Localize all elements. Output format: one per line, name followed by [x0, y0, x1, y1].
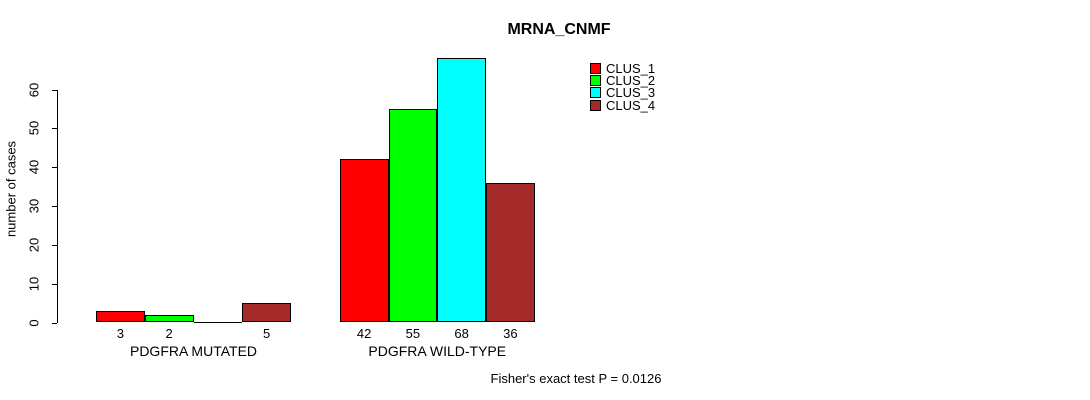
y-tick-label: 40 [26, 159, 42, 175]
legend-swatch [590, 87, 601, 99]
bar-clus_1-group2 [339, 159, 389, 323]
bar-value-label: 36 [503, 326, 518, 341]
y-tick-label: 60 [26, 82, 42, 97]
bar-value-label: 3 [116, 326, 124, 341]
bar-value-label: 5 [263, 326, 271, 341]
bar-value-label: 2 [165, 326, 173, 341]
y-axis-label: number of cases [3, 140, 19, 238]
bar-clus_4-group2 [486, 182, 535, 323]
bar-value-label: 55 [405, 326, 421, 341]
y-tick-label: 30 [26, 198, 42, 214]
y-axis-tick [51, 283, 57, 285]
legend-label: CLUS_2 [606, 73, 656, 89]
bar-value-label: 68 [454, 326, 469, 341]
legend-swatch [590, 75, 601, 87]
y-tick-label: 50 [26, 121, 42, 136]
legend-label: CLUS_3 [606, 85, 656, 101]
bar-clus_4-group1 [242, 303, 291, 323]
y-axis-tick [51, 244, 57, 246]
chart-title: MRNA_CNMF [507, 21, 611, 38]
bar-value-label: 42 [356, 326, 372, 341]
legend-item: CLUS_4 [590, 97, 656, 113]
y-axis-tick [51, 89, 57, 91]
y-tick-label: 0 [26, 318, 42, 327]
group-label: PDGFRA WILD-TYPE [368, 343, 507, 359]
annotation-text: Fisher's exact test P = 0.0126 [490, 371, 662, 386]
y-axis-tick [51, 128, 57, 130]
bar-clus_2-group1 [144, 314, 194, 323]
bar-clus_1-group1 [96, 310, 145, 323]
y-tick-label: 10 [26, 276, 42, 291]
bar-clus_3-group2 [437, 58, 486, 323]
y-axis-tick [51, 206, 57, 207]
legend-item: CLUS_3 [590, 85, 656, 101]
y-tick-label: 20 [26, 237, 42, 253]
legend-label: CLUS_4 [606, 97, 656, 113]
legend-label: CLUS_1 [606, 60, 656, 76]
legend-item: CLUS_1 [590, 60, 656, 76]
bar-clus_3-group1 [193, 321, 243, 323]
y-axis-tick [51, 167, 57, 169]
legend: CLUS_1 CLUS_2 CLUS_3 CLUS_4 [590, 60, 656, 113]
legend-swatch [590, 99, 601, 111]
y-axis-tick [51, 322, 57, 324]
legend-swatch [590, 62, 601, 74]
group-label: PDGFRA MUTATED [129, 343, 258, 359]
legend-item: CLUS_2 [590, 73, 656, 89]
y-axis-line [57, 89, 58, 324]
bar-clus_2-group2 [388, 108, 438, 323]
